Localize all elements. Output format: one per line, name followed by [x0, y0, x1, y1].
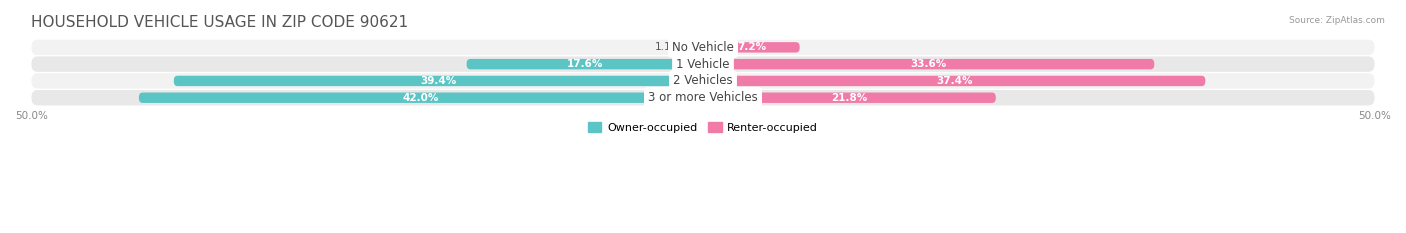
FancyBboxPatch shape: [139, 93, 703, 103]
Legend: Owner-occupied, Renter-occupied: Owner-occupied, Renter-occupied: [583, 117, 823, 137]
FancyBboxPatch shape: [703, 59, 1154, 69]
FancyBboxPatch shape: [467, 59, 703, 69]
Text: 37.4%: 37.4%: [936, 76, 973, 86]
Text: Source: ZipAtlas.com: Source: ZipAtlas.com: [1289, 16, 1385, 25]
Text: 17.6%: 17.6%: [567, 59, 603, 69]
FancyBboxPatch shape: [703, 42, 800, 53]
Text: 21.8%: 21.8%: [831, 93, 868, 103]
Text: 2 Vehicles: 2 Vehicles: [673, 74, 733, 87]
Text: 42.0%: 42.0%: [402, 93, 439, 103]
Text: 1.1%: 1.1%: [655, 42, 682, 52]
Text: HOUSEHOLD VEHICLE USAGE IN ZIP CODE 90621: HOUSEHOLD VEHICLE USAGE IN ZIP CODE 9062…: [31, 15, 409, 30]
FancyBboxPatch shape: [688, 42, 703, 53]
Text: 33.6%: 33.6%: [911, 59, 946, 69]
FancyBboxPatch shape: [31, 90, 1375, 106]
FancyBboxPatch shape: [703, 76, 1205, 86]
Text: 3 or more Vehicles: 3 or more Vehicles: [648, 91, 758, 104]
Text: 1 Vehicle: 1 Vehicle: [676, 58, 730, 71]
Text: No Vehicle: No Vehicle: [672, 41, 734, 54]
Text: 39.4%: 39.4%: [420, 76, 457, 86]
Text: 7.2%: 7.2%: [737, 42, 766, 52]
FancyBboxPatch shape: [31, 73, 1375, 89]
FancyBboxPatch shape: [31, 40, 1375, 55]
FancyBboxPatch shape: [174, 76, 703, 86]
FancyBboxPatch shape: [703, 93, 995, 103]
FancyBboxPatch shape: [31, 56, 1375, 72]
